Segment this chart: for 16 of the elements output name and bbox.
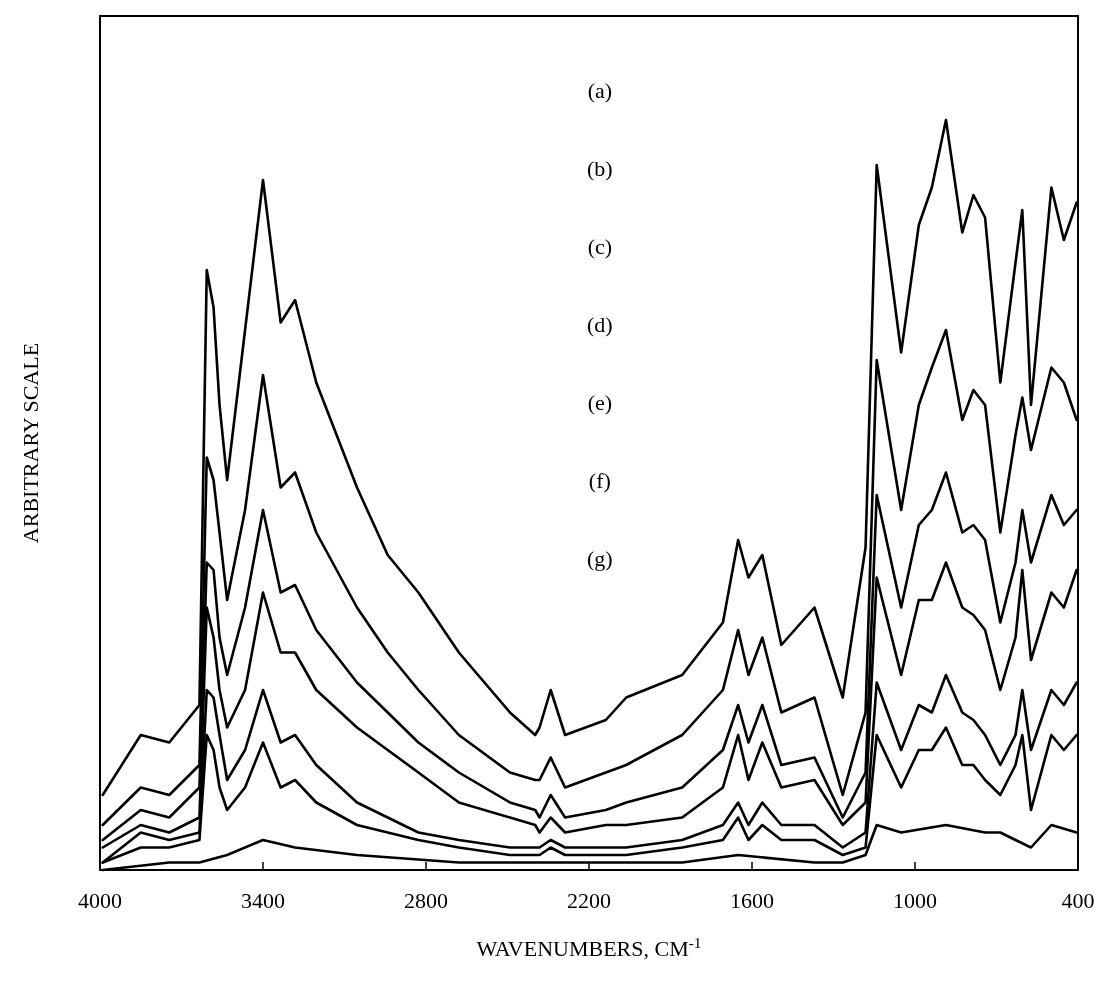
annotation: (f) <box>588 468 611 493</box>
annotation: (b) <box>587 156 613 181</box>
annotation: (c) <box>587 234 613 259</box>
annotation: (d) <box>587 312 613 337</box>
text: (a) <box>587 78 613 103</box>
x-tick-label: 2200 <box>567 888 611 913</box>
x-tick-label: 1600 <box>730 888 774 913</box>
x-axis-title: WAVENUMBERS, CM$^{-1}$ <box>476 933 702 961</box>
x-tick-label: 2800 <box>404 888 448 913</box>
x-tick-label: 3400 <box>241 888 285 913</box>
y-axis-title: ARBITRARY SCALE <box>18 342 43 544</box>
x-tick-label: 400 <box>1061 888 1095 913</box>
x-tick-label: 4000 <box>78 888 122 913</box>
x-tick-label: 1000 <box>893 888 937 913</box>
annotation: (g) <box>587 546 613 571</box>
annotation: (e) <box>587 390 613 415</box>
